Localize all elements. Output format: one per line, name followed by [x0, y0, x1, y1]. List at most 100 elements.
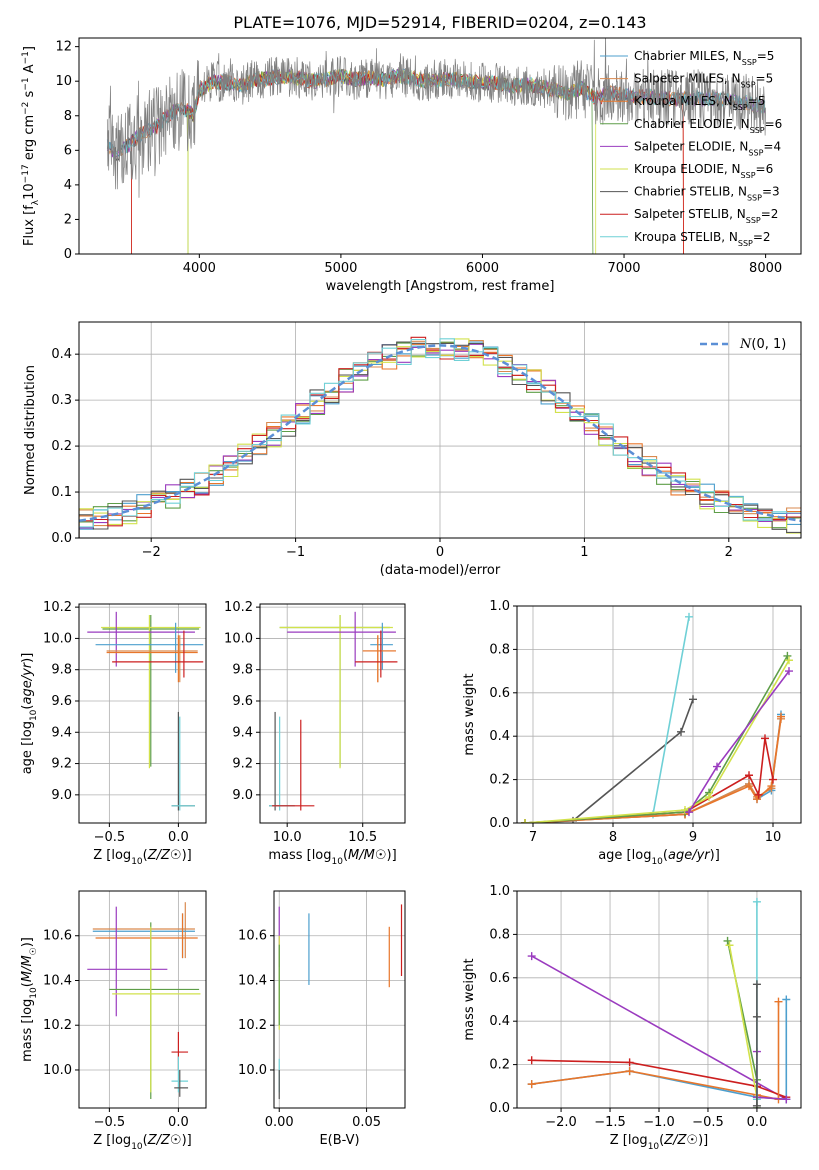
y-tick-label: 0.4 — [51, 347, 72, 362]
y-tick-label: 0.8 — [489, 642, 510, 657]
axes-frame — [78, 37, 802, 255]
legend-label: Chabrier STELIB, NSSP=3 — [634, 185, 780, 203]
y-tick-label: 9.0 — [232, 788, 253, 803]
x-tick-label: 4000 — [183, 261, 216, 276]
y-tick-label: 8 — [64, 109, 72, 124]
y-tick-label: 10.0 — [43, 1063, 72, 1078]
y-tick-label: 10 — [55, 74, 72, 89]
y-axis-label: age [log10(age/yr)] — [20, 653, 39, 775]
axes-frame — [259, 603, 406, 824]
y-tick-label: 6 — [64, 143, 72, 158]
y-axis-label: mass weight — [462, 958, 477, 1040]
weight-marker — [777, 712, 785, 721]
y-tick-label: 10.2 — [238, 1018, 267, 1033]
y-tick-label: 9.0 — [51, 788, 72, 803]
x-axis-label: Z [log10(Z/Z☉)] — [93, 1133, 191, 1152]
figure-title: PLATE=1076, MJD=52914, FIBERID=0204, z=0… — [233, 13, 646, 32]
weight-marker — [785, 667, 793, 676]
x-tick-label: 0.00 — [265, 1115, 294, 1130]
y-tick-label: 0.4 — [489, 1014, 510, 1029]
y-tick-label: 0.2 — [51, 439, 72, 454]
axes-frame — [78, 603, 207, 824]
weight-marker — [685, 612, 693, 621]
legend-label: Kroupa ELODIE, NSSP=6 — [634, 162, 773, 180]
weight-marker — [677, 727, 685, 736]
weight-marker — [753, 795, 761, 804]
y-tick-label: 12 — [55, 40, 72, 55]
weight-marker — [754, 790, 763, 799]
y-tick-label: 0.0 — [51, 531, 72, 546]
x-axis-label: (data-model)/error — [380, 563, 501, 578]
weight-line-chabrier-stelib — [524, 699, 694, 823]
y-tick-label: 9.6 — [232, 694, 253, 709]
weight-marker — [527, 1056, 536, 1065]
y-tick-label: 9.4 — [232, 725, 253, 740]
y-tick-label: 2 — [64, 212, 72, 227]
weight-age-axes-plot — [521, 612, 793, 823]
y-tick-label: 10.0 — [224, 631, 253, 646]
y-tick-label: 0.0 — [489, 1101, 510, 1116]
weight-marker — [725, 941, 734, 950]
weight-line-salpeter-stelib — [531, 1059, 787, 1098]
y-tick-label: 9.8 — [232, 663, 253, 678]
weight-marker — [713, 762, 721, 771]
weight-marker — [752, 1101, 761, 1108]
weight-marker — [769, 775, 777, 784]
y-tick-label: 0.6 — [489, 971, 510, 986]
weight-marker — [521, 819, 529, 823]
x-tick-label: 0.0 — [747, 1115, 768, 1130]
x-tick-label: −2.0 — [545, 1115, 577, 1130]
histogram-plot — [79, 336, 801, 538]
y-tick-label: 0.3 — [51, 393, 72, 408]
weight-marker — [767, 782, 776, 791]
y-tick-label: 0.0 — [489, 816, 510, 831]
weight-line-kroupa-miles — [531, 1001, 780, 1101]
y-tick-label: 10.4 — [43, 973, 72, 988]
y-axis-label: Flux [fλ10−17 erg cm−2 s−1 A−1] — [21, 46, 41, 246]
weight-marker — [527, 1080, 536, 1089]
x-tick-label: 1 — [580, 545, 588, 560]
residual-axes: −2 −1 0 1 2 0.0 0.1 0.2 0.3 0.4 (data-model)/error… — [23, 321, 802, 578]
normal-curve — [79, 344, 801, 523]
x-axis-label: wavelength [Angstrom, rest frame] — [326, 279, 555, 294]
y-tick-label: 9.8 — [51, 663, 72, 678]
x-tick-label: 8000 — [749, 261, 782, 276]
spectrum-axes: 4000 5000 6000 7000 8000 0 2 4 6 8 10 12 wavelength … — [21, 37, 802, 294]
x-tick-label: −2 — [142, 545, 161, 560]
x-tick-label: 0 — [436, 545, 444, 560]
weight-marker — [774, 997, 783, 1006]
x-tick-label: 0.0 — [168, 830, 189, 845]
x-tick-label: 10 — [765, 830, 782, 845]
weight-marker — [745, 782, 753, 791]
legend-label: Kroupa STELIB, NSSP=2 — [634, 230, 771, 248]
weight-marker — [745, 771, 753, 780]
y-tick-label: 10.2 — [43, 1018, 72, 1033]
legend-label: Chabrier MILES, NSSP=5 — [634, 49, 774, 67]
y-tick-label: 0 — [64, 247, 72, 262]
weight-line-kroupa-miles — [524, 716, 782, 823]
mass-ebv-axes: 0.00 0.05 10.0 10.2 10.4 10.6 E(B-V) — [238, 890, 406, 1148]
histogram-legend: N(0, 1) — [700, 337, 786, 352]
mass-z-axes-plot — [87, 902, 201, 1100]
y-tick-label: 4 — [64, 178, 72, 193]
y-axis-label: Normed distribution — [23, 365, 38, 495]
x-tick-label: 10.0 — [273, 830, 302, 845]
x-tick-label: 7 — [529, 830, 537, 845]
weight-marker — [752, 980, 761, 989]
weight-marker — [625, 1067, 634, 1076]
axes-frame — [516, 605, 802, 824]
x-tick-label: −0.5 — [94, 830, 126, 845]
weight-marker — [752, 1012, 761, 1021]
spectrum-legend: Chabrier MILES, NSSP=5 Salpeter MILES, NS… — [600, 49, 782, 247]
y-tick-label: 1.0 — [489, 884, 510, 899]
weight-marker — [785, 656, 793, 665]
y-tick-label: 10.6 — [43, 929, 72, 944]
y-tick-label: 0.2 — [489, 773, 510, 788]
x-tick-label: 8 — [609, 830, 617, 845]
weight-age-axes: 7 8 9 10 0.0 0.2 0.4 0.6 0.8 1.0 age [log10(age/yr… — [462, 599, 802, 867]
weight-line-salpeter-elodie — [531, 955, 787, 1100]
legend-label: Kroupa MILES, NSSP=5 — [634, 94, 765, 112]
x-tick-label: 10.5 — [348, 830, 377, 845]
